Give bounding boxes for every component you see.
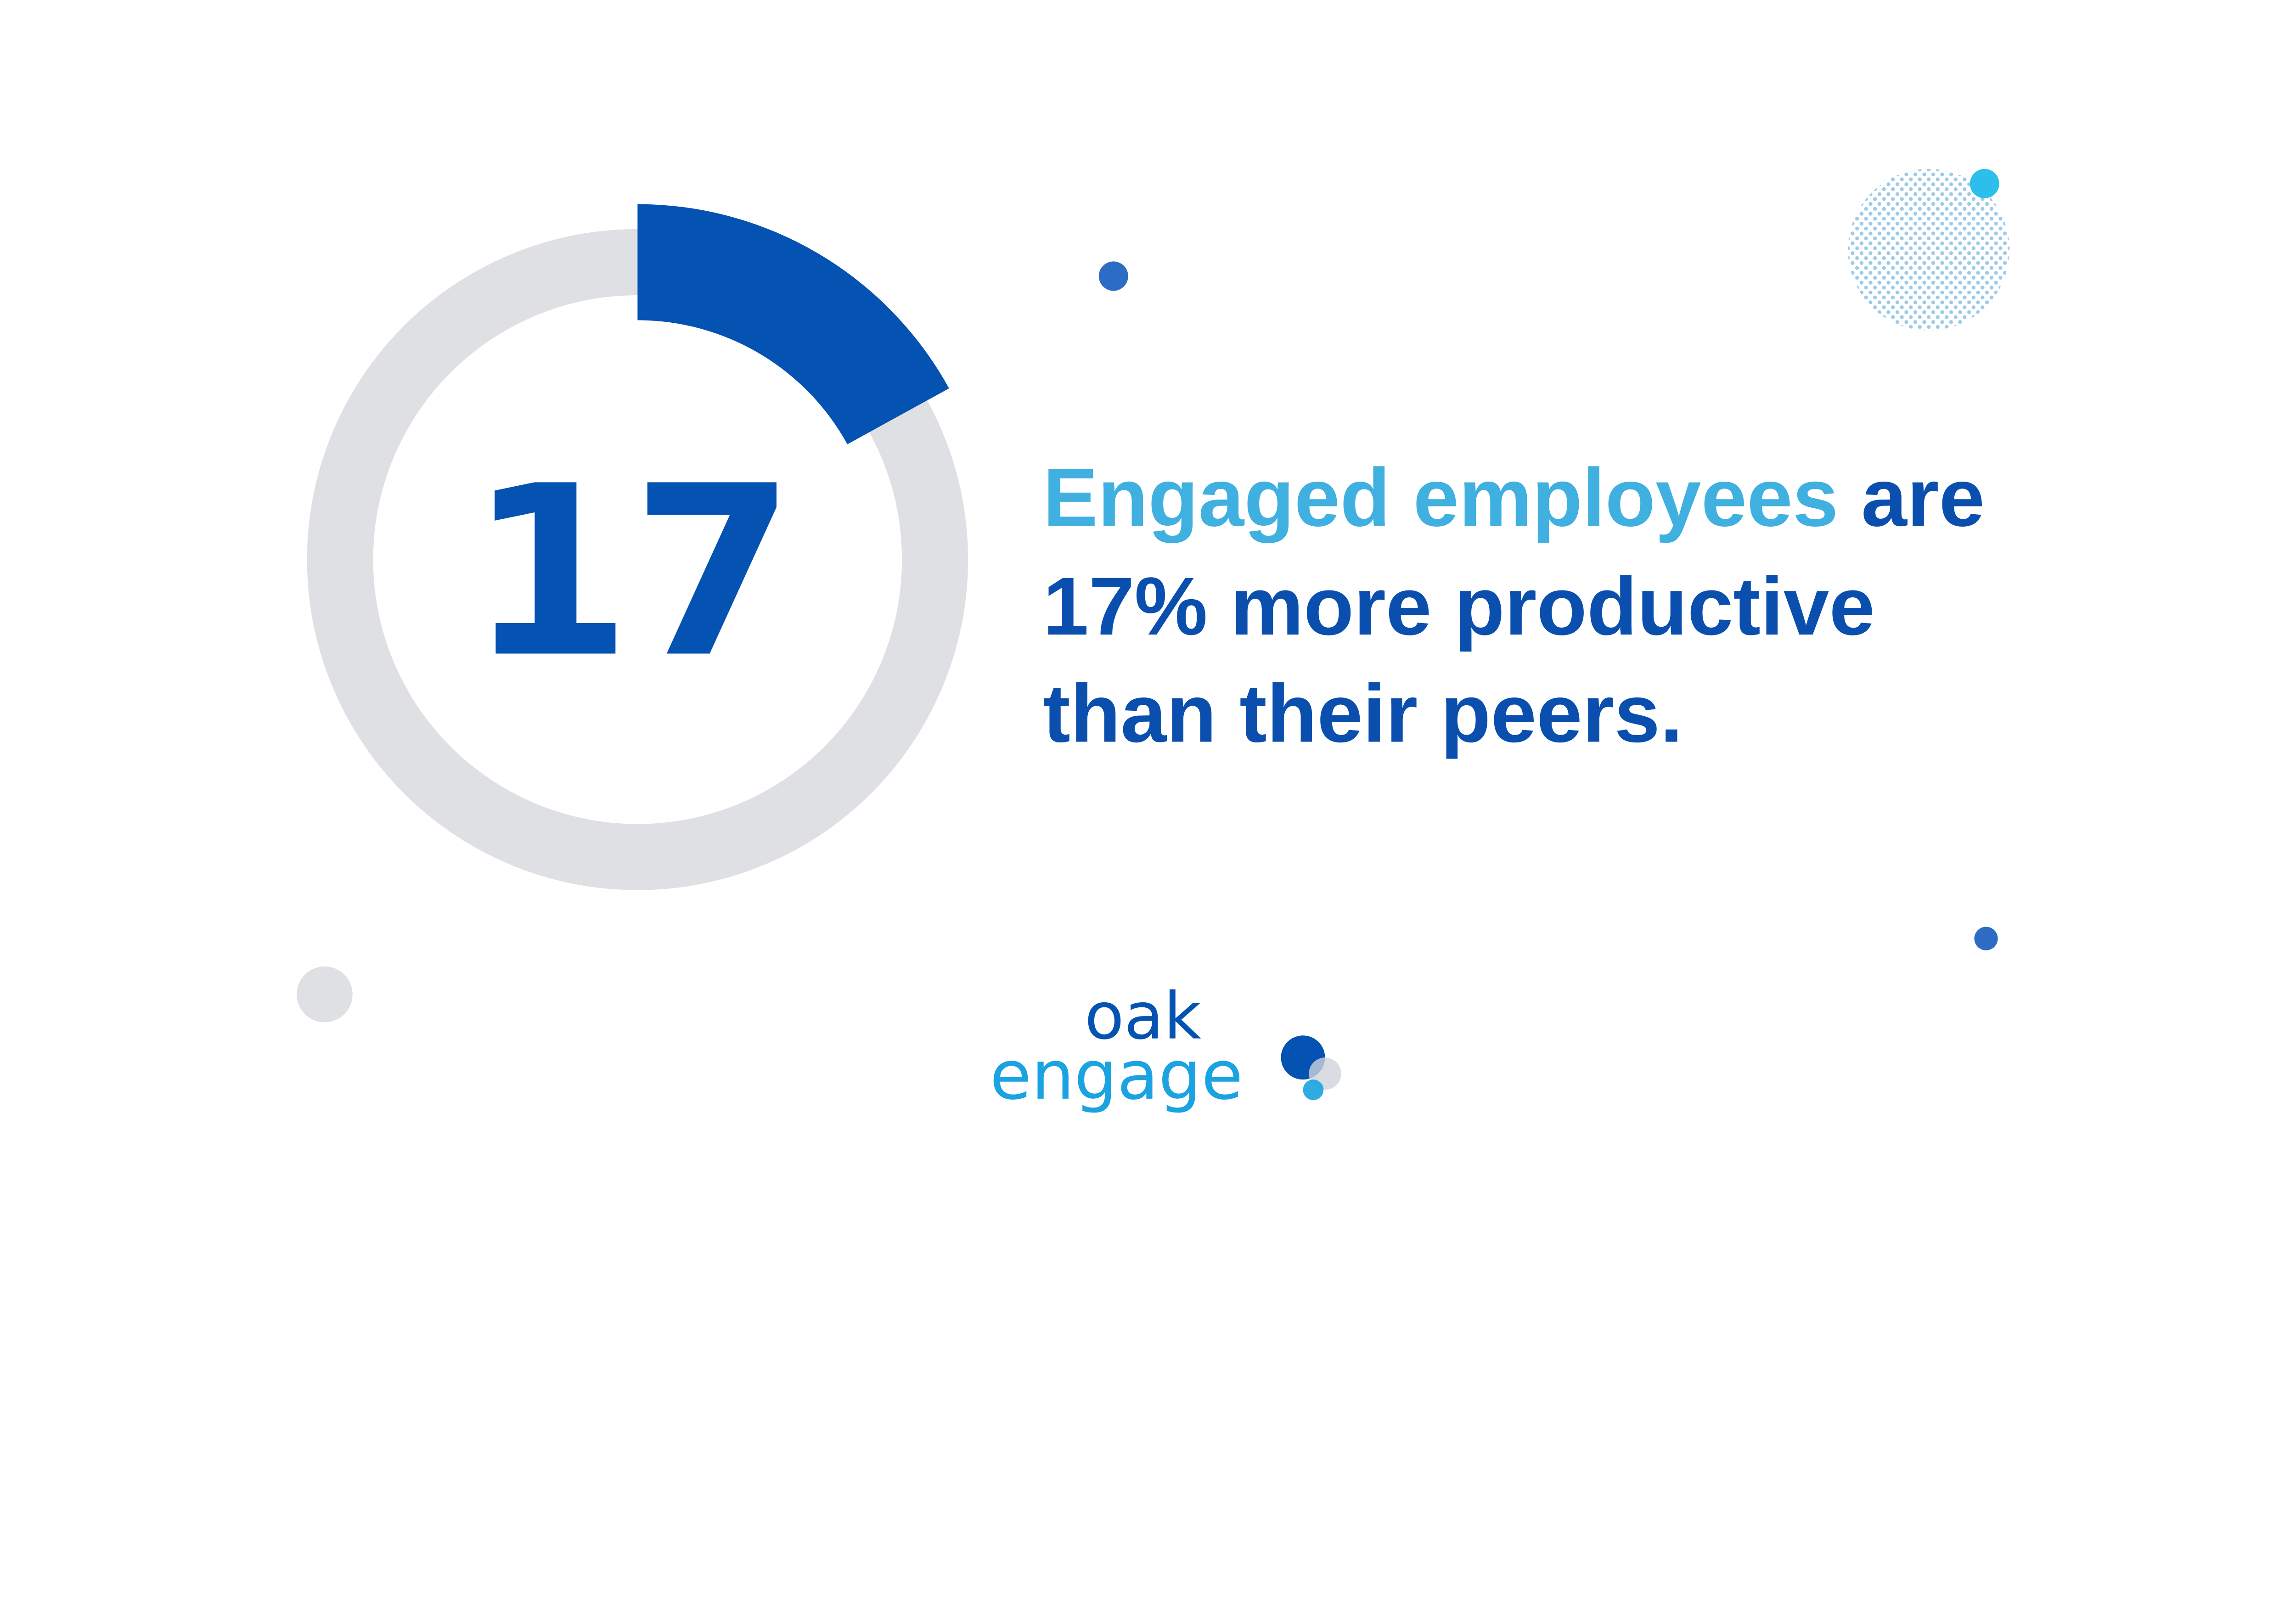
headline-line-1: Engaged employees are xyxy=(1043,451,1985,543)
logo-text-oak: oak xyxy=(1085,979,1201,1054)
headline-line-3: than their peers. xyxy=(1043,667,1683,759)
oak-engage-logo: oak engage xyxy=(990,979,1341,1115)
infographic-canvas: 17 Engaged employees are 17% more produc… xyxy=(297,169,2010,1115)
decorative-dot xyxy=(1974,927,1998,950)
logo-dot-light xyxy=(1303,1079,1324,1101)
donut-center-value: 17 xyxy=(468,436,795,709)
logo-text-engage: engage xyxy=(990,1036,1243,1115)
donut-value-segment xyxy=(637,204,949,444)
dot-pattern-circle xyxy=(1848,169,2010,331)
headline-rest: are xyxy=(1838,451,1985,543)
decorative-dot-gray xyxy=(297,966,353,1023)
decorative-dot-cyan xyxy=(1970,169,1999,198)
headline-highlight: Engaged employees xyxy=(1043,451,1838,543)
decorative-dot xyxy=(1098,261,1128,291)
headline-line-2: 17% more productive xyxy=(1043,560,1875,652)
